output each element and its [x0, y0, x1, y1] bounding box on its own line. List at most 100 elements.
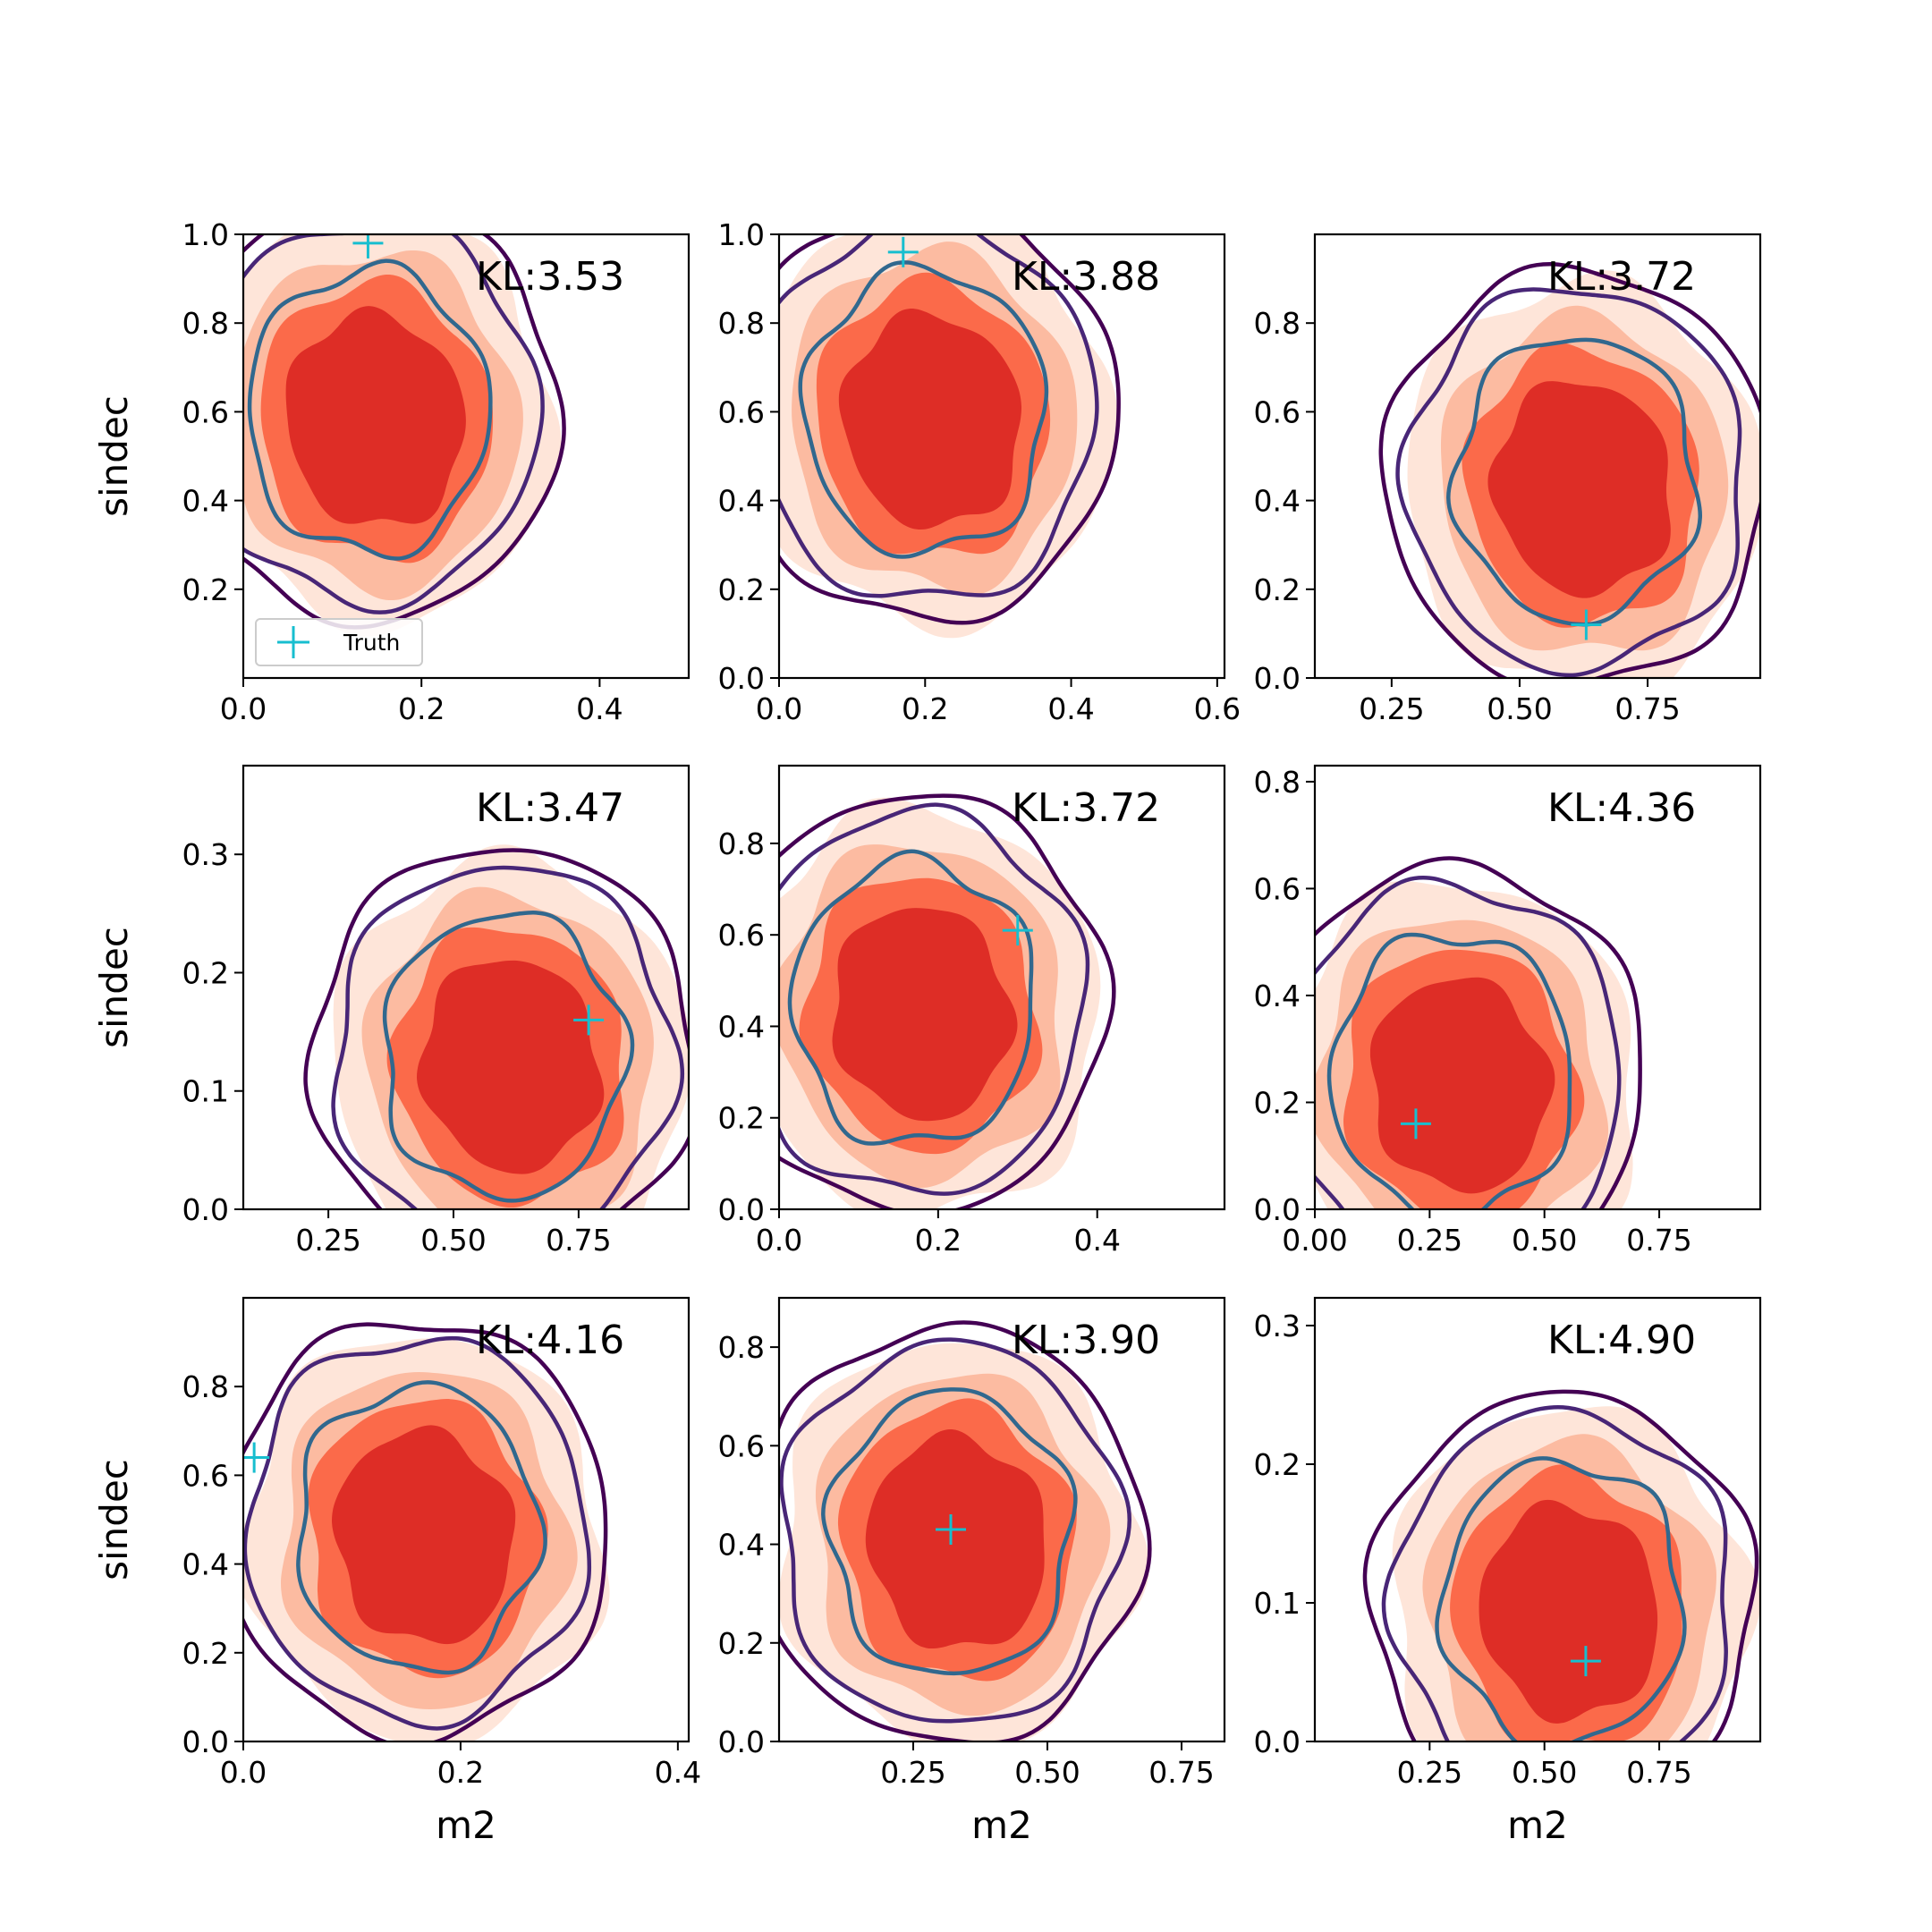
contour-line-2 — [243, 234, 545, 614]
panel-frame — [777, 233, 1226, 680]
truth-marker — [1400, 1108, 1431, 1140]
panel-frame — [1313, 1296, 1762, 1743]
y-tick-label: 0.0 — [1254, 1192, 1301, 1227]
contour-line-2 — [1381, 1404, 1728, 1741]
panel-frame — [242, 233, 691, 680]
y-tick-label: 0.6 — [718, 1428, 765, 1463]
panel-frame — [242, 764, 691, 1211]
y-tick-label: 0.4 — [718, 484, 765, 519]
y-tick-label: 0.6 — [1254, 871, 1301, 906]
contour-line-3 — [296, 1380, 547, 1675]
y-tick-label: 0.1 — [182, 1074, 229, 1109]
plot-area — [303, 844, 689, 1209]
y-tick-label: 0.6 — [182, 1458, 229, 1493]
x-tick-label: 0.0 — [756, 691, 802, 726]
truth-marker — [352, 234, 384, 258]
y-tick-label: 0.0 — [718, 1192, 765, 1227]
x-tick-label: 0.25 — [1397, 1755, 1462, 1790]
y-axis-label: sindec — [92, 927, 136, 1048]
y-tick-label: 0.2 — [182, 572, 229, 607]
truth-marker — [1570, 1646, 1601, 1677]
x-tick-label: 0.50 — [1512, 1755, 1577, 1790]
truth-marker — [887, 236, 919, 267]
x-tick-label: 0.2 — [915, 1223, 962, 1258]
y-tick-label: 0.4 — [1254, 979, 1301, 1013]
legend-box — [255, 618, 423, 666]
density-level-4 — [417, 960, 605, 1174]
x-tick-label: 0.4 — [576, 691, 623, 726]
truth-marker — [1002, 915, 1033, 946]
kl-annotation: KL:3.72 — [1547, 254, 1696, 300]
contour-line-1 — [243, 234, 566, 630]
x-tick-label: 0.25 — [295, 1223, 360, 1258]
y-tick-label: 0.0 — [182, 1724, 229, 1759]
x-tick-label: 0.2 — [902, 691, 948, 726]
x-tick-label: 0.6 — [1194, 691, 1241, 726]
density-level-4 — [1487, 381, 1671, 598]
x-axis-label: m2 — [971, 1803, 1032, 1847]
kl-annotation: KL:3.88 — [1012, 254, 1160, 300]
panel-frame — [1313, 233, 1762, 680]
y-tick-label: 0.0 — [1254, 1724, 1301, 1759]
panel-6: 0.00 0.25 0.50 0.75 0.0 0.2 0.4 0.6 0.8 KL:4.36 — [1254, 764, 1762, 1258]
kl-annotation: KL:3.53 — [476, 254, 624, 300]
y-tick-label: 0.4 — [718, 1528, 765, 1563]
panel-7: 0.0 0.2 0.4 0.0 0.2 0.4 0.6 0.8 KL:4.16 sindec m2 — [92, 1296, 701, 1847]
x-tick-label: 0.2 — [437, 1755, 484, 1790]
y-axis-label: sindec — [92, 395, 136, 517]
legend: Truth — [255, 618, 423, 666]
y-tick-label: 0.2 — [182, 1636, 229, 1671]
x-tick-label: 0.50 — [1014, 1755, 1080, 1790]
panel-frame — [777, 1296, 1226, 1743]
y-tick-label: 0.8 — [718, 826, 765, 861]
y-tick-label: 0.8 — [182, 1369, 229, 1404]
kl-annotation: KL:4.90 — [1547, 1318, 1696, 1363]
density-level-4 — [1369, 977, 1555, 1194]
x-tick-label: 0.75 — [1148, 1755, 1214, 1790]
y-tick-label: 0.8 — [1254, 765, 1301, 800]
panel-5: 0.0 0.2 0.4 0.0 0.2 0.4 0.6 0.8 KL:3.72 — [718, 764, 1226, 1258]
density-level-4 — [865, 1429, 1045, 1649]
plot-area — [779, 1320, 1152, 1741]
y-tick-label: 0.4 — [718, 1009, 765, 1044]
x-tick-label: 0.50 — [1512, 1223, 1577, 1258]
contour-line-1 — [1315, 856, 1642, 1209]
y-tick-label: 0.2 — [1254, 1447, 1301, 1482]
x-tick-label: 0.4 — [1047, 691, 1094, 726]
kl-annotation: KL:4.16 — [476, 1318, 624, 1363]
panel-9: 0.25 0.50 0.75 0.0 0.1 0.2 0.3 KL:4.90 m2 — [1254, 1296, 1762, 1847]
panel-3: 0.25 0.50 0.75 0.0 0.2 0.4 0.6 0.8 KL:3.72 — [1254, 233, 1762, 726]
plot-area — [243, 1322, 610, 1741]
y-tick-label: 0.0 — [718, 661, 765, 696]
contour-line-2 — [331, 865, 685, 1209]
y-tick-label: 0.2 — [718, 572, 765, 607]
contour-line-3 — [1326, 932, 1572, 1209]
y-tick-label: 0.2 — [1254, 1085, 1301, 1120]
x-tick-label: 0.00 — [1282, 1223, 1347, 1258]
y-tick-label: 0.0 — [1254, 661, 1301, 696]
contour-line-1 — [1362, 1389, 1759, 1741]
kl-annotation: KL:4.36 — [1547, 785, 1696, 831]
y-tick-label: 0.6 — [718, 394, 765, 429]
contour-line-3 — [382, 911, 635, 1203]
y-tick-label: 0.8 — [182, 306, 229, 341]
contour-line-3 — [247, 258, 493, 561]
contour-line-2 — [1395, 287, 1742, 678]
x-tick-label: 0.50 — [1487, 691, 1552, 726]
x-tick-label: 0.4 — [1073, 1223, 1120, 1258]
contour-line-2 — [243, 1335, 592, 1731]
y-tick-label: 0.6 — [182, 394, 229, 429]
panel-frame — [242, 1296, 691, 1743]
kl-annotation: KL:3.72 — [1012, 785, 1160, 831]
y-tick-label: 0.2 — [718, 1626, 765, 1661]
x-tick-label: 0.75 — [1626, 1755, 1691, 1790]
truth-marker — [936, 1514, 966, 1546]
legend-label: Truth — [343, 630, 400, 656]
y-tick-label: 0.4 — [182, 484, 229, 519]
density-level-4 — [838, 309, 1022, 530]
y-tick-label: 0.0 — [182, 1192, 229, 1227]
x-tick-label: 0.25 — [1397, 1223, 1462, 1258]
contour-line-3 — [821, 1387, 1078, 1676]
contour-line-2 — [779, 1337, 1131, 1724]
